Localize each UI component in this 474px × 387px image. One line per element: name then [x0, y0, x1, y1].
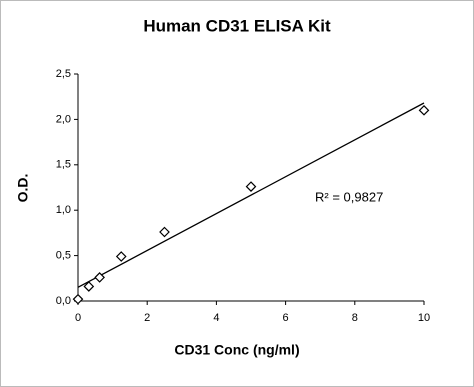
y-tick-label: 0,5 [56, 250, 71, 262]
x-tick-label: 2 [144, 312, 150, 324]
x-tick-label: 4 [213, 312, 219, 324]
data-point [115, 251, 127, 262]
data-point [94, 272, 105, 283]
data-point [83, 281, 95, 292]
y-tick-label: 0,0 [56, 295, 71, 307]
data-point [159, 226, 170, 238]
y-tick-label: 1,0 [56, 204, 71, 216]
y-tick-label: 2,0 [56, 113, 71, 125]
y-tick-label: 1,5 [56, 159, 71, 171]
annotation: R² = 0,9827 [315, 189, 383, 204]
chart-title: Human CD31 ELISA Kit [143, 16, 331, 35]
y-tick-label: 2,5 [56, 68, 71, 80]
x-tick-label: 10 [418, 312, 430, 324]
data-point [72, 293, 84, 305]
x-tick-label: 0 [75, 312, 81, 324]
trendline [77, 102, 425, 288]
data-point [245, 181, 257, 192]
x-axis-label: CD31 Conc (ng/ml) [174, 342, 299, 358]
data-point [418, 104, 430, 116]
x-tick-label: 8 [352, 312, 358, 324]
y-axis-label: O.D. [15, 174, 31, 203]
x-tick-label: 6 [283, 312, 289, 324]
